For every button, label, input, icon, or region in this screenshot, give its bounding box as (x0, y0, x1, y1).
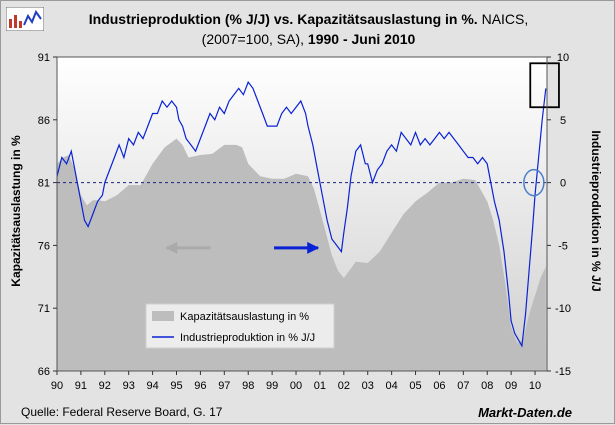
x-tick-label: 10 (529, 380, 541, 392)
highlight-box-annotation (529, 62, 560, 109)
x-tick-label: 96 (194, 380, 206, 392)
x-tick-label: 05 (409, 380, 421, 392)
y-right-tick-label: -10 (555, 303, 571, 315)
title-part2: NAICS, (477, 11, 529, 27)
plot-border (56, 56, 548, 372)
x-tick-label: 09 (505, 380, 517, 392)
x-tick-label: 90 (51, 380, 63, 392)
y-left-tick-label: 66 (38, 366, 50, 378)
y-right-tick-label: 0 (560, 178, 566, 190)
x-tick-label: 95 (170, 380, 182, 392)
x-tick-label: 92 (99, 380, 111, 392)
x-tick-label: 99 (266, 380, 278, 392)
y-right-tick-label: 5 (560, 115, 566, 127)
x-tick-label: 03 (362, 380, 374, 392)
x-tick-label: 97 (218, 380, 230, 392)
x-tick-label: 01 (314, 380, 326, 392)
y-left-tick-label: 81 (38, 178, 50, 190)
x-tick-label: 02 (338, 380, 350, 392)
x-tick-label: 91 (75, 380, 87, 392)
title-part1: Industrieproduktion (% J/J) vs. Kapazitä… (88, 11, 478, 27)
y-left-tick-label: 91 (38, 52, 50, 64)
legend-label-area: Kapazitätsauslastung in % (180, 311, 309, 323)
logo-icon (6, 7, 44, 31)
legend: Kapazitätsauslastung in % Industrieproduk… (145, 303, 335, 349)
y-right-tick-label: -15 (555, 366, 571, 378)
highlight-circle-annotation (523, 168, 545, 197)
x-tick-label: 93 (123, 380, 135, 392)
x-tick-label: 98 (242, 380, 254, 392)
y-right-tick-label: 10 (557, 52, 569, 64)
title-part3: (2007=100, SA), (201, 31, 305, 47)
y-left-tick-label: 71 (38, 303, 50, 315)
y-left-tick-label: 86 (38, 115, 50, 127)
x-tick-label: 07 (457, 380, 469, 392)
title-part4: 1990 - Juni 2010 (304, 31, 416, 47)
x-tick-label: 00 (290, 380, 302, 392)
x-tick-label: 06 (433, 380, 445, 392)
brand-label: Markt-Daten.de (478, 405, 572, 420)
x-tick-label: 94 (146, 380, 158, 392)
x-tick-label: 04 (386, 380, 398, 392)
series-line-industrieproduktion (56, 80, 547, 348)
legend-label-line: Industrieproduktion in % J/J (180, 332, 315, 344)
source-note: Quelle: Federal Reserve Board, G. 17 (21, 405, 223, 419)
line-series-layer (56, 80, 547, 348)
legend-box (145, 303, 335, 349)
chart-title-line2: (2007=100, SA), 1990 - Juni 2010 (1, 31, 615, 47)
x-tick-label: 08 (481, 380, 493, 392)
y-left-tick-label: 76 (38, 240, 50, 252)
annotation-layer (165, 62, 560, 254)
legend-swatch-area (152, 311, 174, 321)
chart-title-line1: Industrieproduktion (% J/J) vs. Kapazitä… (1, 11, 615, 27)
y-right-tick-label: -5 (558, 240, 568, 252)
